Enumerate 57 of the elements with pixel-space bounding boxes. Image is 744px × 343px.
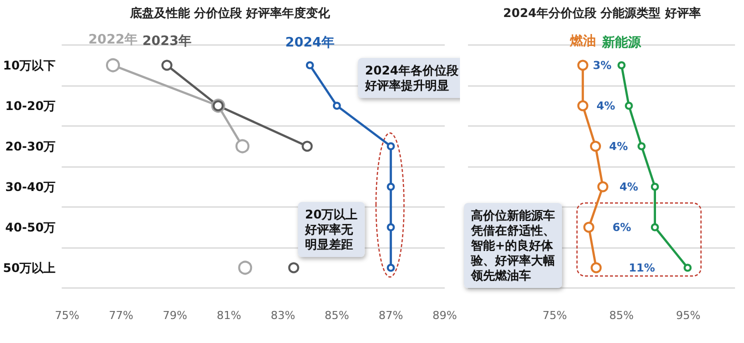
point — [288, 262, 300, 274]
annotation: 4% — [596, 99, 616, 112]
y-tick-label: 10-20万 — [5, 98, 56, 113]
series-label: 新能源 — [601, 34, 642, 50]
x-tick-label: 79% — [162, 309, 188, 322]
y-tick-label: 10万以下 — [2, 58, 56, 72]
point — [583, 222, 594, 233]
point — [235, 139, 250, 154]
point — [332, 102, 341, 110]
chart-title: 2024年分价位段 分能源类型 好评率 — [503, 6, 701, 20]
x-tick-label: 81% — [216, 309, 242, 322]
annotation: 20万以上好评率无明显差距 — [304, 208, 358, 252]
annotation: 4% — [620, 180, 638, 194]
point — [386, 182, 395, 191]
point — [161, 60, 172, 71]
x-tick-label: 89% — [432, 309, 457, 322]
point — [590, 262, 602, 274]
x-tick-label: 85% — [324, 309, 350, 322]
x-tick-label: 75% — [54, 309, 80, 322]
x-tick-label: 77% — [108, 309, 134, 322]
annotation: 高价位新能源车凭借在舒适性、智能+的良好体验、好评率大幅领先燃油车 — [470, 208, 555, 282]
x-tick-label: 87% — [378, 309, 404, 322]
series-label: 2024年 — [285, 35, 334, 50]
point — [306, 61, 314, 70]
point — [238, 260, 252, 275]
point — [386, 142, 395, 150]
point — [638, 142, 646, 150]
point — [590, 140, 601, 152]
x-tick-label: 95% — [676, 309, 700, 322]
point — [386, 264, 395, 272]
y-tick-label: 40-50万 — [5, 220, 56, 234]
point — [684, 264, 692, 272]
point — [386, 223, 395, 232]
series-label: 2023年 — [142, 34, 192, 49]
series-label: 燃油 — [568, 34, 596, 49]
series-label: 2022年 — [88, 32, 138, 48]
x-tick-label: 83% — [270, 309, 296, 322]
x-tick-label: 75% — [542, 309, 567, 322]
point — [597, 181, 608, 192]
y-tick-label: 50万以上 — [2, 260, 56, 275]
point — [650, 223, 659, 232]
point — [106, 58, 120, 72]
point — [302, 140, 313, 152]
point — [618, 61, 626, 70]
y-tick-label: 30-40万 — [5, 180, 56, 194]
point — [577, 100, 588, 112]
point — [624, 102, 633, 110]
annotation: 11% — [628, 261, 656, 274]
annotation: 4% — [609, 140, 628, 153]
point — [577, 60, 588, 71]
point — [650, 182, 659, 191]
chart-title: 底盘及性能 分价位段 好评率年度变化 — [128, 6, 332, 20]
annotation: 3% — [592, 58, 612, 72]
x-tick-label: 85% — [609, 309, 634, 322]
annotation: 6% — [612, 220, 632, 234]
y-tick-label: 20-30万 — [5, 139, 56, 154]
annotation: 2024年各价位段好评率提升明显 — [364, 64, 460, 92]
